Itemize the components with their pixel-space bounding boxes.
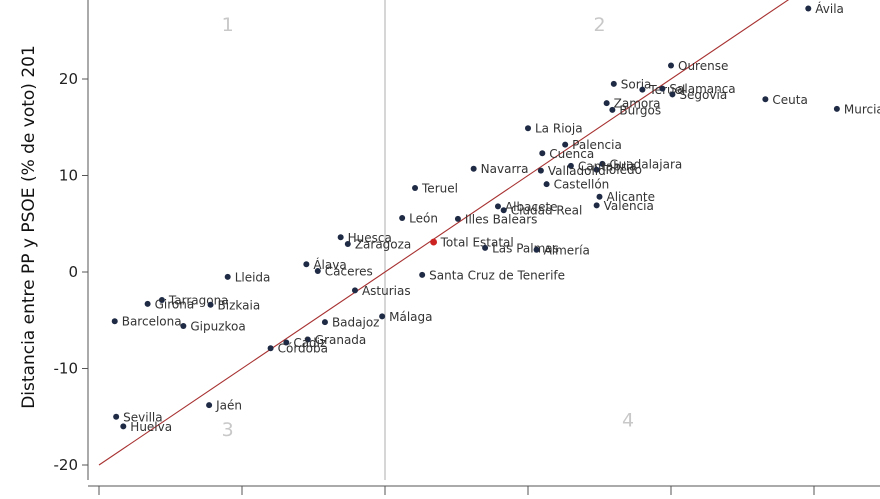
data-point	[611, 81, 617, 87]
data-point	[120, 423, 126, 429]
data-point	[399, 215, 405, 221]
data-point	[455, 216, 461, 222]
data-point	[538, 168, 544, 174]
quadrant-label: 1	[222, 14, 234, 36]
point-label: Girona	[155, 297, 195, 311]
point-label: Zaragoza	[355, 238, 411, 252]
data-point	[268, 345, 274, 351]
data-point	[668, 62, 674, 68]
point-label: Burgos	[619, 103, 661, 117]
data-point	[430, 239, 437, 246]
data-point	[609, 107, 615, 113]
point-label: Huelva	[130, 420, 172, 434]
point-label: Almería	[544, 243, 590, 257]
data-point	[208, 302, 214, 308]
data-point	[834, 106, 840, 112]
data-point	[495, 203, 501, 209]
point-label: Valencia	[604, 199, 654, 213]
data-point	[180, 323, 186, 329]
y-tick-label: 10	[59, 167, 78, 185]
data-point	[762, 96, 768, 102]
point-label: Gipuzkoa	[190, 320, 245, 334]
point-label: León	[409, 211, 438, 225]
data-point	[639, 87, 645, 93]
data-point	[315, 268, 321, 274]
data-point	[525, 125, 531, 131]
y-tick-label: -10	[54, 360, 79, 378]
point-label: Soria	[621, 77, 652, 91]
y-tick-label: 0	[68, 263, 78, 281]
data-point	[597, 194, 603, 200]
point-label: Segovia	[679, 88, 727, 102]
data-point	[206, 402, 212, 408]
point-label: Ávila	[815, 1, 844, 16]
data-point	[225, 274, 231, 280]
quadrant-labels: 1 2 3 4	[222, 14, 634, 441]
data-point	[113, 414, 119, 420]
data-point	[544, 181, 550, 187]
point-label: La Rioja	[535, 122, 583, 136]
point-label: Barcelona	[122, 315, 182, 329]
data-point	[338, 234, 344, 240]
point-label: Toledo	[603, 163, 642, 177]
point-label: Málaga	[389, 310, 432, 324]
point-label: Asturias	[362, 284, 411, 298]
point-label: Cáceres	[325, 265, 373, 279]
point-label: Santa Cruz de Tenerife	[429, 268, 565, 282]
quadrant-label: 2	[593, 14, 605, 36]
point-label: Illes Balears	[465, 212, 538, 226]
point-label: Murcia	[844, 102, 880, 116]
data-point	[412, 185, 418, 191]
data-point	[145, 301, 151, 307]
quadrant-label: 4	[622, 409, 634, 431]
data-point	[669, 91, 675, 97]
data-point	[379, 313, 385, 319]
data-point	[419, 272, 425, 278]
data-point	[112, 318, 118, 324]
data-point	[594, 202, 600, 208]
data-point	[303, 261, 309, 267]
data-point	[539, 150, 545, 156]
data-point	[805, 6, 811, 12]
data-point	[534, 247, 540, 253]
data-point	[352, 287, 358, 293]
quadrant-label: 3	[222, 419, 234, 441]
point-label: Jaén	[215, 399, 242, 413]
point-label: Ourense	[678, 59, 728, 73]
data-point	[345, 241, 351, 247]
y-tick-label: 20	[59, 70, 78, 88]
point-label: Teruel	[421, 182, 458, 196]
point-label: Ceuta	[772, 93, 807, 107]
point-label: Badajoz	[332, 316, 380, 330]
data-point	[322, 319, 328, 325]
point-label: Lleida	[235, 270, 271, 284]
y-axis-title: Distancia entre PP y PSOE (% de voto) 20…	[19, 45, 39, 409]
data-point	[659, 86, 665, 92]
point-label: Castellón	[554, 178, 610, 192]
point-label: Bizkaia	[218, 298, 261, 312]
point-label: Navarra	[481, 162, 529, 176]
data-point	[482, 245, 488, 251]
data-point	[604, 100, 610, 106]
point-label: Valladolid	[548, 164, 606, 178]
data-point	[471, 166, 477, 172]
point-label: Córdoba	[278, 342, 328, 356]
y-tick-label: -20	[54, 456, 79, 474]
